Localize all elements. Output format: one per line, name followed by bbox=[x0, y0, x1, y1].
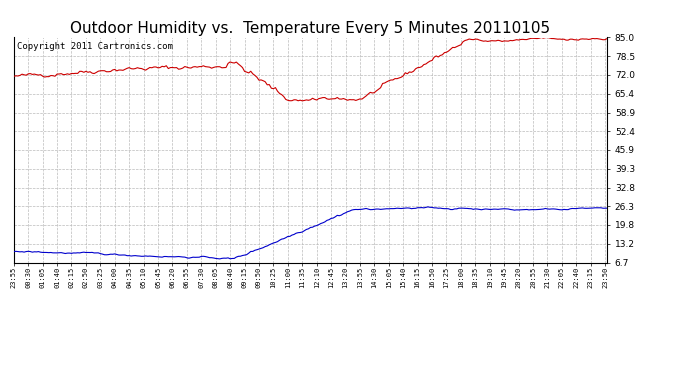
Title: Outdoor Humidity vs.  Temperature Every 5 Minutes 20110105: Outdoor Humidity vs. Temperature Every 5… bbox=[70, 21, 551, 36]
Text: Copyright 2011 Cartronics.com: Copyright 2011 Cartronics.com bbox=[17, 42, 172, 51]
